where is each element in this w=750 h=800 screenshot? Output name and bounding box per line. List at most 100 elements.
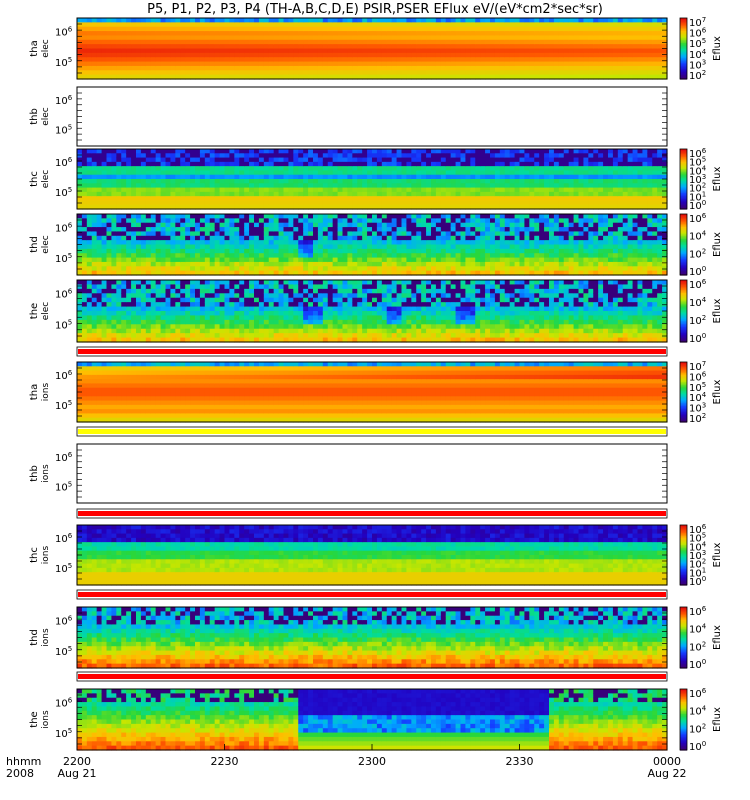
heatmap [77,607,668,669]
panel-frame [76,86,668,147]
xaxis-row2-label: 2008 [6,767,34,780]
colorbar-label: Eflux [712,298,723,323]
x-tick-label: 0000 [653,755,681,768]
y-axis-probe: thd [29,629,40,646]
heatmap [77,362,668,423]
colorbar-tick-label: 104 [689,296,707,309]
x-tick-date: Aug 22 [648,767,687,780]
y-tick-label: 106 [55,369,73,382]
colorbar-thd-elec: 100 102 104 106 Eflux [679,212,723,278]
x-tick-label: 2330 [506,755,534,768]
colorbar-label: Eflux [712,625,723,650]
panel-thb-elec: 106 105 thb elec [29,86,668,147]
y-axis-probe: the [29,711,40,727]
y-axis-probe: the [29,303,40,319]
colorbar-tick-label: 102 [689,640,706,653]
y-tick-label: 105 [55,727,72,740]
colorbar-label: Eflux [712,379,723,404]
y-axis-species: ions [41,628,51,647]
y-axis-probe: thd [29,236,40,253]
y-tick-label: 106 [55,696,73,709]
colorbar-tick-label: 102 [689,722,706,735]
colorbar-thd-ions: 100 102 104 106 Eflux [679,605,723,671]
y-tick-label: 106 [55,156,73,169]
y-axis-probe: thc [29,171,40,187]
colorbar-tick-label: 104 [689,705,707,718]
y-tick-label: 106 [55,25,73,38]
y-tick-label: 105 [55,56,72,69]
y-tick-label: 106 [55,614,73,627]
colorbar-tick-label: 106 [689,278,707,291]
y-tick-label: 105 [55,123,72,136]
x-tick-date: Aug 21 [58,767,97,780]
y-tick-label: 105 [55,480,72,493]
x-tick-label: 2230 [211,755,239,768]
y-tick-label: 106 [55,221,73,234]
y-tick-label: 105 [55,319,72,332]
colorbar-tick-label: 102 [689,247,706,260]
y-axis-probe: thb [29,108,40,125]
status-bar [76,508,668,519]
colorbar-label: Eflux [712,542,723,567]
colorbar-label: Eflux [712,707,723,732]
colorbar-tick-label: 104 [689,230,707,243]
colorbar-tick-label: 100 [689,265,706,278]
colorbar-tick-label: 106 [689,212,707,225]
y-tick-label: 105 [55,562,72,575]
y-axis-probe: thb [29,465,40,482]
y-axis-species: elec [41,39,51,58]
x-tick-label: 2200 [63,755,91,768]
y-tick-label: 105 [55,186,72,199]
y-tick-label: 105 [55,399,72,412]
y-axis-probe: tha [29,40,40,56]
heatmap [77,214,668,276]
y-tick-label: 106 [55,94,73,107]
y-axis-probe: tha [29,384,40,400]
y-tick-label: 106 [55,288,73,301]
panel-thd-elec: 106 105 thd elec 100 102 104 106 Eflux [29,212,723,278]
y-axis-species: elec [41,235,51,254]
y-axis-species: ions [41,545,51,564]
figure-title: P5, P1, P2, P3, P4 (TH-A,B,C,D,E) PSIR,P… [147,2,603,17]
colorbar-label: Eflux [712,36,723,61]
y-axis-species: ions [41,382,51,401]
y-axis-species: elec [41,107,51,126]
panel-the-elec: 106 105 the elec 100 102 104 106 Eflux [29,278,723,345]
colorbar-label: Eflux [712,232,723,257]
y-axis-species: ions [41,710,51,729]
panel-frame [76,443,668,504]
colorbar-tick-label: 102 [689,314,706,327]
y-tick-label: 105 [55,252,72,265]
y-axis-probe: thc [29,547,40,563]
y-tick-label: 105 [55,645,72,658]
y-axis-species: elec [41,302,51,321]
y-axis-species: ions [41,464,51,483]
colorbar-tick-label: 104 [689,623,707,636]
colorbar-tick-label: 100 [689,658,706,671]
heatmap [77,149,668,210]
status-bar [76,671,668,682]
colorbar-tick-label: 100 [689,740,706,753]
status-bar [76,346,668,357]
colorbar-the-ions: 100 102 104 106 Eflux [679,687,723,753]
colorbar-tick-label: 106 [689,687,707,700]
heatmap [77,689,668,751]
panel-thb-ions: 106 105 thb ions [29,426,668,504]
xaxis-row1-label: hhmm [6,755,41,768]
colorbar-label: Eflux [712,166,723,191]
y-tick-label: 106 [55,532,73,545]
x-tick-label: 2300 [358,755,386,768]
colorbar-tick-label: 100 [689,332,706,345]
status-bar [76,426,668,437]
